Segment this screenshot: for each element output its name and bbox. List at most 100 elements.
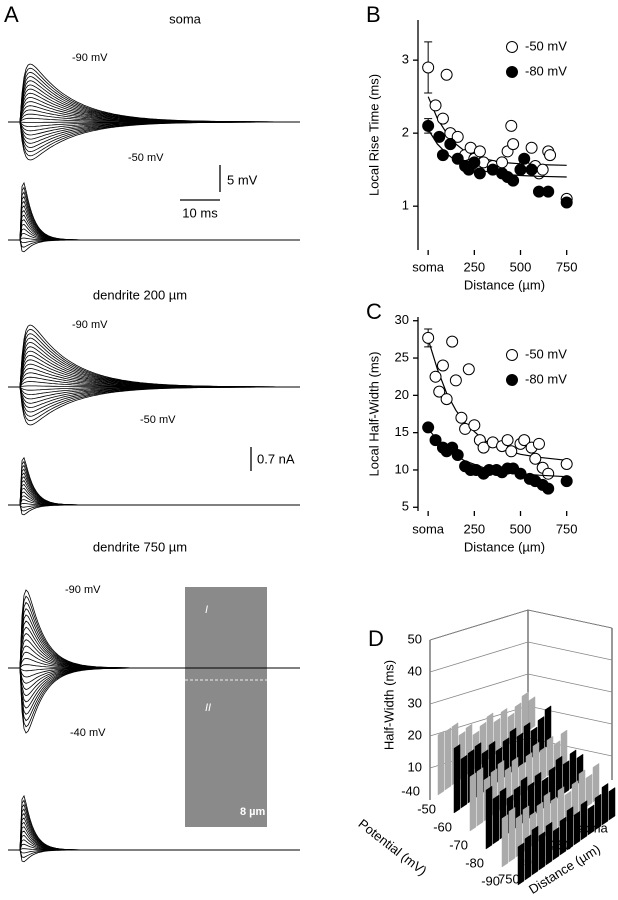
trace	[8, 200, 300, 241]
trace	[8, 468, 300, 506]
y-axis-title: Local Rise Time (ms)	[366, 74, 381, 196]
data-point	[429, 370, 442, 383]
legend-label: -80 mV	[525, 371, 567, 386]
trace	[8, 181, 300, 241]
data-point	[518, 434, 531, 447]
z-tick-label: 10	[408, 759, 422, 774]
data-point	[422, 421, 435, 434]
bar-3d	[573, 810, 581, 846]
panel-letter: D	[368, 626, 384, 651]
x-tick-label: soma	[412, 259, 445, 274]
inset-label: I	[205, 604, 208, 616]
inset-label: 8 µm	[240, 806, 266, 818]
y-tick-label: 3	[402, 52, 409, 67]
data-point	[560, 475, 573, 488]
bar-3d	[539, 746, 547, 782]
data-point	[451, 449, 464, 462]
trace	[8, 121, 301, 161]
data-point	[507, 138, 520, 151]
data-point	[473, 145, 486, 158]
data-point	[440, 393, 453, 406]
data-point	[532, 437, 545, 450]
z-tick-label: 30	[408, 695, 422, 710]
data-point	[514, 163, 527, 176]
trace	[8, 195, 300, 241]
scale-label: 0.7 nA	[257, 451, 295, 466]
trace	[8, 476, 300, 506]
data-point	[444, 138, 457, 151]
trace	[8, 214, 300, 241]
y-tick-label: -70	[449, 837, 468, 852]
bar-3d	[528, 696, 536, 731]
x-axis-title: Distance (µm)	[464, 539, 545, 554]
trace	[8, 826, 300, 851]
legend-marker	[506, 66, 518, 78]
trace	[8, 239, 300, 253]
data-point	[525, 163, 538, 176]
panel-letter: A	[4, 2, 19, 27]
trace	[8, 121, 300, 153]
trace	[8, 504, 300, 516]
data-point	[536, 163, 549, 176]
bar-3d	[566, 806, 574, 851]
bar-3d	[485, 785, 493, 850]
bar-3d	[476, 767, 484, 827]
bar-3d	[608, 787, 616, 821]
bar-3d	[545, 821, 553, 866]
trace	[8, 464, 300, 506]
trace	[8, 205, 300, 241]
trace-label: -40 mV	[70, 727, 106, 739]
bar-3d	[562, 760, 570, 795]
y-tick-label: -50	[417, 801, 436, 816]
bar-3d	[550, 796, 558, 833]
z-tick-label: 40	[408, 663, 422, 678]
x-tick-label: 250	[463, 259, 485, 274]
trace	[8, 354, 300, 388]
legend-label: -50 mV	[525, 38, 567, 53]
axis-title: Potential (mV)	[356, 816, 430, 879]
data-point	[560, 196, 573, 209]
data-point	[436, 149, 449, 162]
z-tick-label: 50	[408, 631, 422, 646]
trace	[8, 472, 300, 506]
data-point	[542, 185, 555, 198]
trace	[8, 386, 301, 426]
x-tick-label: 500	[510, 259, 532, 274]
bar-3d	[538, 831, 546, 871]
trace	[8, 849, 300, 863]
legend-label: -80 mV	[525, 63, 567, 78]
data-point	[422, 331, 435, 344]
bar-3d	[580, 800, 588, 841]
bar-3d	[469, 772, 477, 832]
x-tick-label: soma	[412, 521, 445, 536]
bar-3d	[524, 834, 532, 881]
trace	[8, 337, 300, 388]
inset-label: II	[205, 702, 211, 714]
z-tick-label: 20	[408, 727, 422, 742]
grid-line	[527, 609, 613, 629]
bar-3d	[585, 773, 593, 808]
trace	[8, 460, 300, 506]
data-point	[440, 68, 453, 81]
y-tick-label: 2	[402, 125, 409, 140]
data-point	[525, 141, 538, 154]
y-tick-label: -90	[481, 873, 500, 888]
data-point	[473, 167, 486, 180]
data-point	[496, 156, 509, 169]
data-point	[468, 156, 481, 169]
y-axis-title: Local Half-Width (ms)	[366, 352, 381, 477]
trace	[8, 191, 300, 241]
y-tick-label: 1	[402, 198, 409, 213]
bar-3d	[559, 816, 567, 856]
data-point	[429, 434, 442, 447]
trace	[8, 667, 300, 734]
data-point	[455, 411, 468, 424]
x-tick-label: 250	[463, 521, 485, 536]
fit-line	[427, 339, 567, 461]
grid-line	[527, 705, 613, 725]
data-point	[433, 130, 446, 143]
bar-3d	[601, 782, 609, 826]
trace	[8, 849, 300, 858]
